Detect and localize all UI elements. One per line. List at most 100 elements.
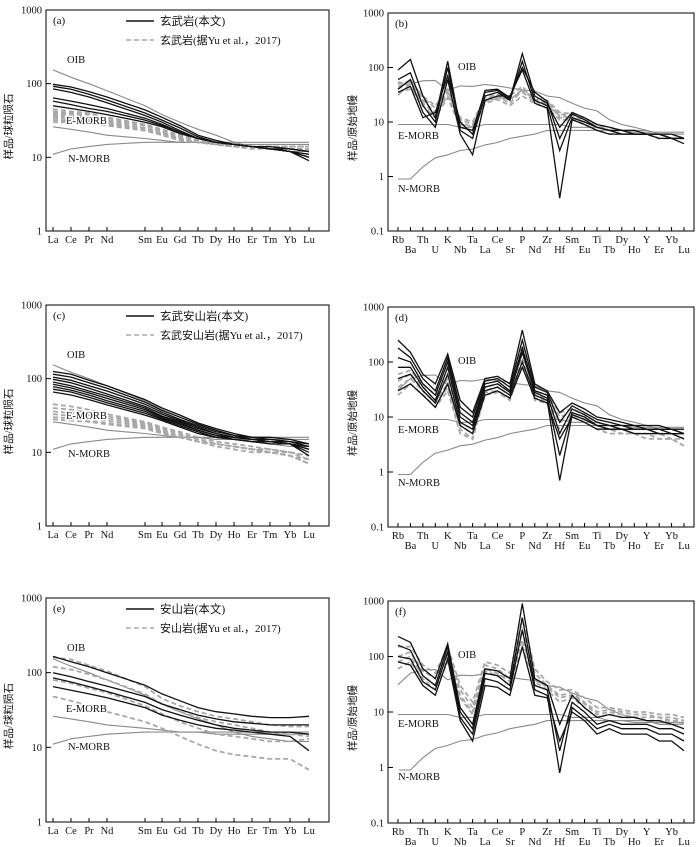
panel-f [387,600,695,824]
x-tick-label: Sm [138,235,152,246]
x-tick-label: La [47,235,58,246]
series-group [52,69,310,162]
x-tick-label: K [444,531,452,542]
x-tick-label: U [432,245,440,256]
x-tick-label: Ta [467,827,478,838]
x-tick-label: Ho [628,245,641,256]
y-tick-label: 10 [32,743,43,754]
x-tick-label: Er [247,235,257,246]
x-tick-label: Y [643,235,651,246]
reference-label-oib: OIB [67,350,85,361]
x-tick-label: Nd [101,826,115,837]
x-tick-label: Dy [615,827,629,838]
x-tick-label: U [432,541,440,552]
reference-label-oib: OIB [67,643,85,654]
x-tick-label: Tm [263,530,278,541]
series-line-this-study [397,646,685,752]
x-tick-label: Eu [579,541,591,552]
x-tick-label: Th [417,531,429,542]
y-axis-label: 样品/球粒陨石 [2,94,15,160]
x-tick-label: Er [654,837,664,847]
x-tick-label: Sm [138,530,152,541]
legend-label-literature: 玄武岩(据Yu et al.，2017) [160,33,281,47]
reference-label-n-morb: N-MORB [68,742,110,753]
reference-line-n-morb [52,141,309,155]
x-tick-label: Lu [303,235,315,246]
x-tick-label: Hf [554,245,566,256]
reference-label-e-morb: E-MORB [398,425,439,436]
y-tick-label: 1000 [21,6,42,17]
series-line-this-study [52,685,310,752]
y-tick-label: 0.1 [371,227,384,238]
x-tick-label: Yb [665,827,678,838]
x-tick-label: Ti [592,235,601,246]
series-line-this-study [52,105,310,153]
y-axis-label: 样品/原始地幔 [346,95,359,161]
x-tick-label: Zr [542,235,552,246]
y-tick-label: 10 [32,448,43,459]
x-tick-label: Tb [604,837,616,847]
x-tick-label: Rb [392,235,404,246]
series-line-this-study [397,603,685,730]
x-tick-label: Nd [528,837,542,847]
panel-a [45,9,330,232]
x-tick-label: Dy [210,826,224,837]
x-tick-label: Ce [492,827,504,838]
x-tick-label: Ti [592,531,601,542]
reference-label-n-morb: N-MORB [398,478,440,489]
panel-label: (c) [53,310,66,322]
x-tick-label: Eu [579,837,591,847]
x-tick-label: Ba [405,541,417,552]
y-tick-label: 10 [32,153,43,164]
legend-label-literature: 玄武安山岩(据Yu et al.，2017) [160,328,303,342]
x-tick-label: Yb [665,531,678,542]
x-tick-label: Hf [554,837,566,847]
x-tick-label: Lu [678,541,690,552]
x-tick-label: Eu [156,826,168,837]
reference-line-oib [52,658,309,742]
series-group [397,329,685,481]
x-tick-label: Ta [467,235,478,246]
x-tick-label: Lu [303,826,315,837]
x-tick-label: Nb [454,837,467,847]
x-tick-label: Nb [454,541,467,552]
legend-label-literature: 安山岩(据Yu et al.，2017) [160,621,281,635]
series-line-literature [52,418,310,457]
x-tick-label: Hf [554,541,566,552]
x-tick-label: Tb [192,235,204,246]
series-group [52,655,310,771]
y-tick-label: 1 [37,227,42,238]
x-tick-label: Ho [228,235,241,246]
x-tick-label: Ce [65,530,77,541]
series-line-this-study [397,360,684,481]
x-tick-label: Yb [665,235,678,246]
x-tick-label: Lu [678,837,690,847]
series-line-this-study [52,370,310,445]
x-tick-label: Sm [565,531,579,542]
series-line-literature [52,679,310,743]
x-tick-label: Tm [263,826,278,837]
x-tick-label: P [519,827,525,838]
x-tick-label: Yb [284,826,297,837]
x-tick-label: Ho [628,837,641,847]
x-tick-label: Dy [615,235,629,246]
x-tick-label: Pr [84,530,94,541]
reference-line-n-morb [398,720,684,771]
x-tick-label: Sr [505,245,515,256]
x-tick-label: Tm [263,235,278,246]
x-tick-label: La [480,541,491,552]
x-tick-label: Tb [604,245,616,256]
series-line-this-study [52,97,310,162]
x-tick-label: Yb [284,530,297,541]
y-tick-label: 1000 [21,301,42,312]
series-line-this-study [52,100,310,158]
reference-label-e-morb: E-MORB [398,131,439,142]
x-tick-label: Lu [303,530,315,541]
x-tick-label: Eu [156,235,168,246]
x-tick-label: Ho [228,826,241,837]
x-tick-label: Ta [467,531,478,542]
y-tick-label: 1 [379,468,384,479]
x-tick-label: Dy [615,531,629,542]
y-axis-label: 样品/原始地幔 [346,390,359,456]
